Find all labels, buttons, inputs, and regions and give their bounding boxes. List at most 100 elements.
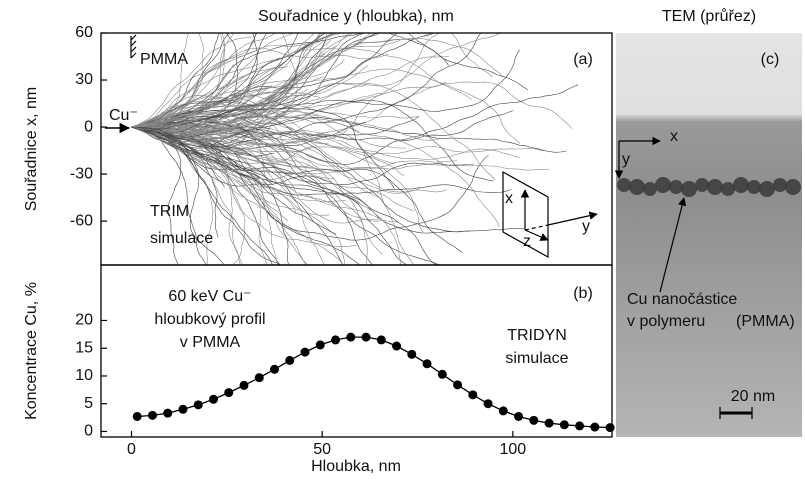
y-tick-label: 60 — [75, 24, 93, 41]
tem-axes — [614, 136, 753, 419]
panel-b-frame — [100, 264, 613, 438]
trajectory — [130, 33, 342, 128]
coordinate-diagram — [502, 170, 598, 259]
data-point — [590, 422, 600, 432]
annotation: z — [523, 233, 531, 250]
nanoparticle — [655, 177, 671, 193]
trajectory — [130, 33, 320, 134]
trajectory — [130, 126, 241, 265]
annotation: hloubkový profil — [154, 311, 265, 328]
nanoparticle — [707, 179, 723, 195]
annotation: v polymeru — [627, 313, 705, 330]
data-point — [529, 415, 539, 425]
trajectory — [130, 126, 243, 265]
trajectory — [130, 33, 258, 128]
trajectory — [130, 111, 442, 141]
data-point — [285, 355, 295, 365]
y-tick-label: 10 — [75, 367, 93, 384]
trajectory — [130, 33, 470, 128]
data-point — [483, 399, 493, 409]
x-tick-label: 0 — [127, 441, 136, 458]
trajectory — [130, 33, 433, 128]
data-point — [239, 380, 249, 390]
trajectory — [130, 125, 325, 265]
trajectory — [130, 103, 383, 255]
trajectory — [130, 47, 389, 128]
trajectory — [130, 126, 349, 180]
trajectory — [130, 126, 225, 265]
trajectory — [130, 33, 371, 128]
data-point — [224, 388, 234, 398]
annotation: 60 keV Cu⁻ — [168, 288, 251, 305]
nanoparticle — [785, 179, 801, 195]
data-point — [575, 421, 585, 431]
trajectory — [130, 126, 463, 253]
trajectory — [130, 33, 225, 128]
trajectory — [130, 100, 500, 228]
annotation: (a) — [573, 51, 593, 68]
pmma-surface — [130, 34, 137, 59]
trajectory — [130, 49, 520, 147]
data-point — [498, 406, 508, 416]
y-tick-label: 5 — [84, 395, 93, 412]
trajectory — [130, 33, 338, 128]
nanoparticle — [643, 182, 657, 196]
trajectory — [130, 126, 208, 265]
y-tick-label: -30 — [70, 165, 93, 182]
annotation: 20 nm — [731, 388, 775, 405]
trajectory — [130, 33, 278, 128]
y-axis-label: Souřadnice x, nm — [23, 87, 40, 212]
annotation: v PMMA — [180, 334, 241, 351]
y-tick-label: 15 — [75, 339, 93, 356]
trajectory — [130, 33, 204, 128]
annotation: (c) — [761, 51, 780, 68]
y-tick-label: -60 — [70, 212, 93, 229]
trajectory — [130, 126, 307, 265]
annotation: x — [505, 190, 513, 207]
y-tick-label: 0 — [84, 423, 93, 440]
trajectory — [130, 33, 482, 149]
y-tick-label: 30 — [75, 71, 93, 88]
trajectory — [130, 68, 521, 144]
data-point — [453, 380, 463, 390]
data-point — [514, 411, 524, 421]
trajectory — [130, 126, 182, 265]
trajectory — [130, 126, 246, 265]
annotation: (b) — [573, 285, 593, 302]
data-point — [270, 364, 280, 374]
data-point — [392, 341, 402, 351]
y-tick-label: 20 — [75, 312, 93, 329]
x-axis-label: Hloubka, nm — [311, 458, 401, 475]
trajectory — [130, 126, 280, 265]
trajectory — [130, 126, 344, 265]
data-point — [331, 335, 341, 345]
trajectory — [130, 33, 257, 128]
data-point — [193, 400, 203, 410]
nanoparticle — [759, 181, 775, 197]
y-tick-label: 0 — [84, 118, 93, 135]
nanoparticle-band — [617, 177, 801, 197]
trajectory — [130, 126, 273, 265]
trajectory — [130, 94, 553, 155]
data-point — [346, 332, 356, 342]
annotation: x — [670, 128, 678, 145]
trajectory — [130, 33, 315, 129]
chart-title: Souřadnice y (hloubka), nm — [258, 8, 454, 25]
trajectory — [130, 126, 214, 265]
annotation: (PMMA) — [736, 313, 795, 330]
data-point — [254, 373, 264, 383]
nanoparticle — [733, 177, 749, 193]
trajectory — [130, 126, 290, 265]
trajectory — [130, 124, 402, 265]
trajectory — [130, 33, 299, 128]
trajectory — [130, 33, 327, 132]
trajectory — [130, 126, 335, 179]
data-point — [132, 411, 142, 421]
annotation: y — [622, 151, 630, 168]
trajectory — [130, 126, 474, 186]
trajectory — [130, 122, 311, 168]
data-point — [422, 359, 432, 369]
trajectory — [130, 126, 273, 186]
nanoparticle — [681, 181, 697, 197]
